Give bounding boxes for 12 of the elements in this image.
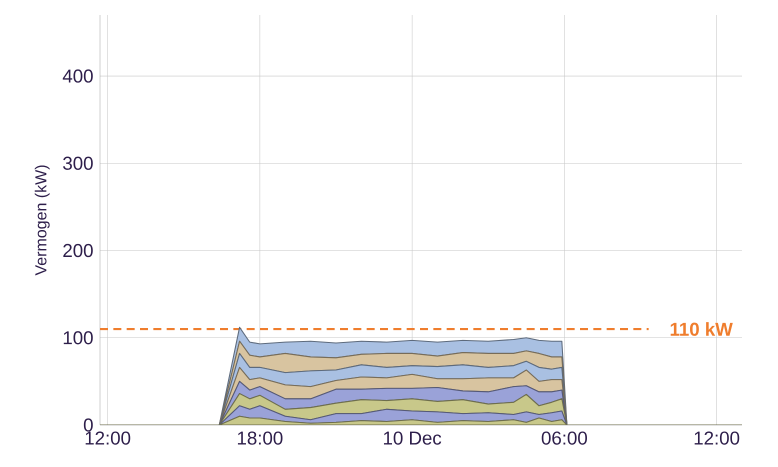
y-tick-label: 100 — [64, 331, 93, 344]
x-tick-label: 12:00 — [694, 431, 740, 445]
y-tick-label: 0 — [84, 418, 93, 432]
y-tick-label: 200 — [63, 244, 93, 258]
y-tick-label: 400 — [62, 69, 93, 83]
x-tick-label: 18:00 — [238, 431, 282, 445]
y-axis-title: Vermogen (kW) — [34, 165, 50, 276]
x-tick-label: 06:00 — [542, 431, 587, 445]
y-tick-label: 300 — [63, 156, 93, 170]
ref-line-label: 110 kW — [670, 322, 733, 336]
x-tick-label: 10 Dec — [384, 431, 442, 445]
x-tick-label: 12:00 — [86, 431, 130, 445]
